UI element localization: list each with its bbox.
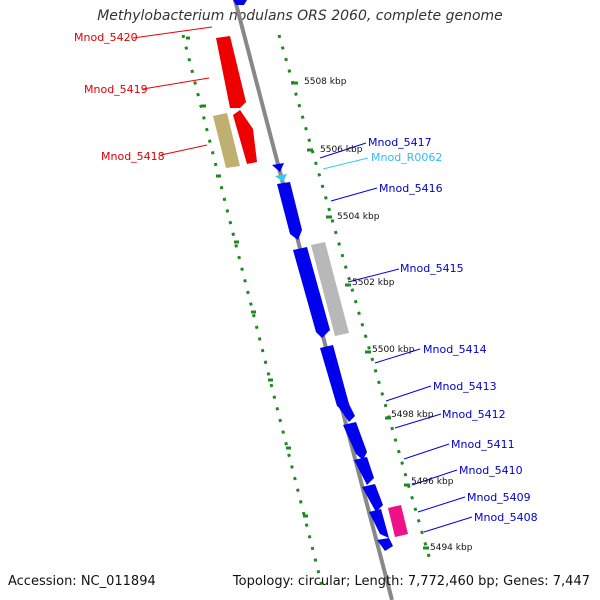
gene-label-left[interactable]: Mnod_5418 <box>101 150 165 163</box>
gene-mnod-5418[interactable] <box>213 113 240 168</box>
scale-label: 5496 kbp <box>411 477 454 487</box>
gene-mnod-5409[interactable] <box>369 509 389 538</box>
gene-label-right[interactable]: Mnod_5409 <box>467 491 531 504</box>
gene-label-right[interactable]: Mnod_5416 <box>379 182 443 195</box>
scale-label: 5494 kbp <box>430 543 473 553</box>
gene-mnod-5415[interactable] <box>293 247 330 338</box>
gene-label-right[interactable]: Mnod_5408 <box>474 511 538 524</box>
gene-label-right[interactable]: Mnod_5411 <box>451 438 515 451</box>
gene-label-right[interactable]: Mnod_5412 <box>442 408 506 421</box>
gene-label-right[interactable]: Mnod_5413 <box>433 380 497 393</box>
gene-label-left[interactable]: Mnod_5419 <box>84 83 148 96</box>
leader-mnod-r0062 <box>322 157 369 170</box>
gene-label-right[interactable]: Mnod_5414 <box>423 343 487 356</box>
inner-tick-track <box>277 34 432 561</box>
gene-top-partial <box>233 0 247 5</box>
map-title: Methylobacterium nodulans ORS 2060, comp… <box>97 8 503 24</box>
misc-feature <box>388 505 408 537</box>
gene-mnod-5420[interactable] <box>216 36 246 108</box>
leader-mnod-5420 <box>132 26 213 39</box>
gene-mnod-5412[interactable] <box>343 422 367 460</box>
gene-mnod-5413[interactable] <box>337 402 355 422</box>
gene-mnod-5417[interactable] <box>272 163 284 172</box>
gene-mnod-5416[interactable] <box>277 182 302 240</box>
gene-label-right[interactable]: Mnod_5417 <box>368 136 432 149</box>
gene-mnod-5408[interactable] <box>377 538 393 551</box>
gene-mnod-5419[interactable] <box>233 110 257 164</box>
gene-label-right[interactable]: Mnod_R0062 <box>371 151 442 164</box>
genome-summary: Topology: circular; Length: 7,772,460 bp… <box>232 574 590 589</box>
scale-label: 5502 kbp <box>352 278 395 288</box>
scale-label: 5500 kbp <box>372 345 415 355</box>
gene-label-right[interactable]: Mnod_5410 <box>459 464 523 477</box>
leader-mnod-5418 <box>160 144 208 156</box>
gene-mnod-5414[interactable] <box>320 345 349 412</box>
scale-labels: 5508 kbp 5506 kbp 5504 kbp 5502 kbp 5500… <box>304 77 473 553</box>
accession-label: Accession: NC_011894 <box>8 574 156 589</box>
leaders-right <box>319 142 473 533</box>
scale-label: 5498 kbp <box>391 410 434 420</box>
scale-label: 5508 kbp <box>304 77 347 87</box>
scale-label: 5504 kbp <box>337 212 380 222</box>
left-gene-labels: Mnod_5420 Mnod_5419 Mnod_5418 <box>74 31 165 163</box>
scale-label: 5506 kbp <box>320 145 363 155</box>
gene-mnod-5410[interactable] <box>362 484 383 512</box>
repeat-region <box>311 242 349 336</box>
major-ticks-right <box>291 81 429 550</box>
major-ticks-left <box>186 36 308 518</box>
gene-mnod-5411[interactable] <box>354 457 374 485</box>
rna-mnod-r0062[interactable] <box>275 174 287 182</box>
leader-mnod-5419 <box>142 77 210 90</box>
right-gene-labels: Mnod_5417 Mnod_R0062 Mnod_5416 Mnod_5415… <box>368 136 538 524</box>
gene-label-right[interactable]: Mnod_5415 <box>400 262 464 275</box>
gene-label-left[interactable]: Mnod_5420 <box>74 31 138 44</box>
